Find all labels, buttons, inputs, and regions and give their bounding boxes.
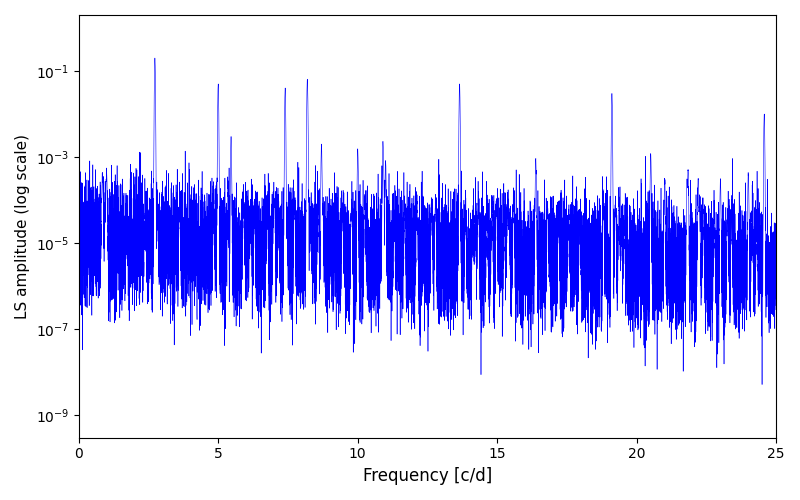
Y-axis label: LS amplitude (log scale): LS amplitude (log scale): [15, 134, 30, 319]
X-axis label: Frequency [c/d]: Frequency [c/d]: [363, 467, 492, 485]
